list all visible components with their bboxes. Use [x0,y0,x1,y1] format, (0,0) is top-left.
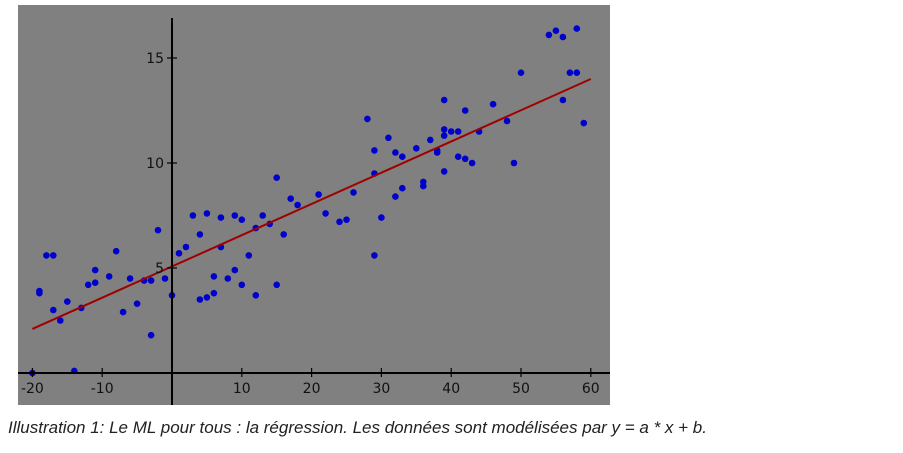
data-point [203,210,211,217]
data-point [126,275,134,282]
data-point [196,231,204,238]
figure-caption: Illustration 1: Le ML pour tous : la rég… [8,418,707,437]
data-point [217,214,225,221]
data-point [343,216,350,223]
data-point [385,134,392,142]
data-point [350,189,357,196]
y-tick-label: 10 [146,156,164,172]
data-point [399,153,406,160]
data-point [580,119,588,127]
data-point [91,266,99,274]
data-point [371,147,378,154]
data-point [322,210,329,217]
data-point [91,279,99,287]
data-point [315,191,322,198]
data-point [399,184,406,192]
data-point [510,159,518,167]
x-tick-label: 40 [442,381,460,397]
data-point [371,252,378,259]
x-tick-label: 60 [582,381,600,397]
data-point [573,25,581,32]
data-point [336,218,343,226]
data-point [154,226,162,234]
data-point [440,132,448,139]
x-tick-label: 30 [372,381,390,397]
data-point [413,145,420,152]
data-point [447,128,455,135]
data-points [29,25,588,377]
data-point [238,216,246,223]
data-point [224,275,232,282]
data-point [64,298,71,305]
data-point [566,69,574,76]
data-point [559,33,567,41]
data-point [238,281,246,289]
data-point [182,243,190,251]
data-point [517,69,525,76]
data-point [189,212,197,219]
data-point [461,107,469,114]
data-point [147,331,155,339]
x-tick-label: -20 [21,381,44,397]
data-point [252,292,260,299]
data-point [440,168,448,175]
data-point [273,281,281,289]
data-point [133,300,141,308]
data-point [43,252,50,259]
data-point [503,117,511,125]
data-point [84,281,92,289]
data-point [559,96,567,104]
data-point [454,153,462,160]
axis-ticks: -20 -10 10 20 30 40 50 60 5 10 15 [21,51,600,397]
data-point [231,212,239,219]
y-tick-label: 15 [146,51,164,67]
data-point [119,308,127,316]
data-point [161,275,169,282]
data-point [392,149,399,156]
data-point [433,149,441,156]
data-point [552,27,560,34]
data-point [147,277,155,284]
plot-background [18,5,610,405]
data-point [203,294,211,301]
data-point [105,273,113,280]
data-point [245,252,253,259]
data-point [50,306,57,314]
data-point [280,231,288,238]
scatter-plot: -20 -10 10 20 30 40 50 60 5 10 15 [18,5,610,405]
data-point [364,115,371,123]
data-point [50,252,57,259]
x-tick-label: 10 [233,381,251,397]
data-point [231,266,239,274]
data-point [378,214,385,221]
x-tick-label: 50 [512,381,530,397]
data-point [259,212,267,219]
data-point [196,296,204,303]
data-point [440,96,448,104]
data-point [210,273,218,280]
data-point [420,182,427,190]
data-point [112,247,120,255]
data-point [36,287,43,295]
data-point [461,155,469,163]
data-point [175,250,183,257]
data-point [427,136,434,144]
data-point [57,317,64,324]
data-point [454,128,462,135]
data-point [573,69,581,76]
data-point [489,100,497,108]
data-point [468,159,476,167]
x-tick-label: 20 [303,381,321,397]
data-point [210,289,218,297]
data-point [392,193,399,200]
data-point [273,174,281,181]
chart-svg: -20 -10 10 20 30 40 50 60 5 10 15 [18,5,610,405]
data-point [440,126,448,133]
x-tick-label: -10 [91,381,114,397]
data-point [545,31,553,39]
regression-line [31,78,592,330]
y-tick-label: 5 [155,261,164,277]
data-point [287,195,295,202]
data-point [294,201,301,209]
